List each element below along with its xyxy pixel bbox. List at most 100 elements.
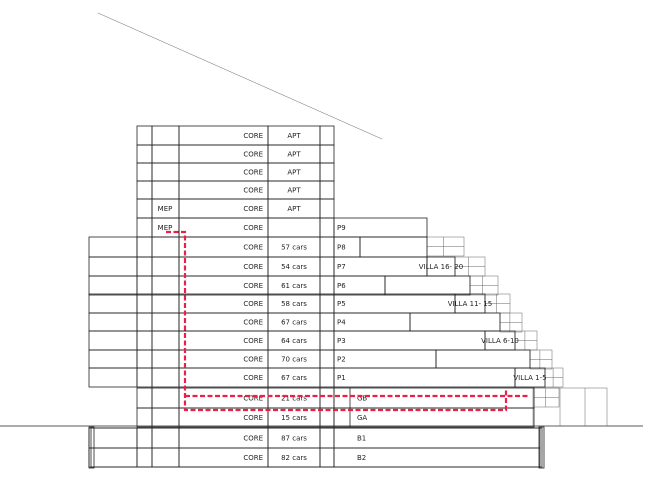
shaft-left <box>136 407 153 428</box>
shaft-left <box>136 427 153 449</box>
core-label: CORE <box>243 319 263 327</box>
shaft-right <box>319 427 335 449</box>
shaft-right <box>319 144 335 164</box>
core-label: CORE <box>243 205 263 213</box>
villa-zone <box>435 349 531 369</box>
floor-3: CORE APT <box>136 162 335 182</box>
parking-zone <box>333 293 456 314</box>
parking-p9 <box>333 217 428 238</box>
floor-4: CORE APT <box>136 180 335 200</box>
mep-label: MEP <box>158 205 173 213</box>
parking-label: P4 <box>337 319 346 327</box>
shaft-left <box>136 256 153 277</box>
villa-zone <box>514 367 546 388</box>
parking-label: P1 <box>337 374 346 382</box>
stair-column <box>151 349 180 369</box>
shaft-left <box>136 447 153 468</box>
stair-column <box>151 293 180 314</box>
shaft-right <box>319 236 335 258</box>
villa-zone <box>359 236 428 258</box>
main-label: 54 cars <box>281 263 307 271</box>
shaft-left <box>136 349 153 369</box>
stair-column <box>151 256 180 277</box>
core-label: CORE <box>243 187 263 195</box>
shaft-left <box>136 180 153 200</box>
floor-11: CORE 67 cars P4 <box>88 312 501 332</box>
shaft-right <box>319 217 335 238</box>
floor-12: CORE 64 cars P3 VILLA 6-10 <box>88 330 519 351</box>
core-label: CORE <box>243 282 263 290</box>
main-label: APT <box>287 132 301 140</box>
core-label: CORE <box>243 374 263 382</box>
parking-label: P7 <box>337 263 346 271</box>
left-bay <box>88 236 138 258</box>
floor-9: CORE 61 cars P6 <box>88 275 471 296</box>
villa-zone <box>409 312 501 332</box>
parking-zone <box>333 256 428 277</box>
parking-label: GB <box>357 395 367 403</box>
shaft-right <box>319 125 335 146</box>
mep-label: MEP <box>158 224 173 232</box>
shaft-right <box>319 198 335 219</box>
shaft-right <box>319 312 335 332</box>
shaft-right <box>319 180 335 200</box>
shaft-left <box>136 125 153 146</box>
left-bay <box>88 330 138 351</box>
left-bay <box>88 293 138 314</box>
villa-block-lower <box>532 387 608 427</box>
villa-label: VILLA 11- 15 <box>448 300 492 308</box>
shaft-left <box>136 144 153 164</box>
main-label: 15 cars <box>281 414 307 422</box>
core-label: CORE <box>243 263 263 271</box>
shaft-left <box>136 236 153 258</box>
core-label: CORE <box>243 337 263 345</box>
villa-zone <box>384 275 471 296</box>
villa-label: VILLA 16- 20 <box>419 263 463 271</box>
main-label: 67 cars <box>281 374 307 382</box>
main-label: APT <box>287 205 301 213</box>
stair-column <box>151 236 180 258</box>
main-label: APT <box>287 169 301 177</box>
stair-column <box>151 447 180 468</box>
parking-zone <box>333 367 516 388</box>
floor-13: CORE 70 cars P2 <box>88 349 531 369</box>
basement-outline <box>90 427 543 468</box>
core-label: CORE <box>243 244 263 252</box>
core-label: CORE <box>243 435 263 443</box>
background-layer <box>0 12 643 427</box>
left-bay <box>88 427 138 449</box>
stair-column <box>151 312 180 332</box>
roof-line <box>97 12 383 140</box>
core-label: CORE <box>243 356 263 364</box>
shaft-left <box>136 293 153 314</box>
stair-column <box>151 275 180 296</box>
stair-column <box>151 367 180 388</box>
shaft-left <box>136 367 153 388</box>
shaft-right <box>319 349 335 369</box>
service-route-line <box>166 230 508 412</box>
main-label: 82 cars <box>281 454 307 462</box>
floor-2: CORE APT <box>136 144 335 164</box>
villa-label: VILLA 1-5 <box>513 374 546 382</box>
floor-1: CORE APT <box>136 125 335 146</box>
main-label: 64 cars <box>281 337 307 345</box>
left-bay <box>88 349 138 369</box>
main-label: APT <box>287 151 301 159</box>
foreground-layer <box>88 230 545 469</box>
stair-column <box>151 330 180 351</box>
left-bay <box>88 275 138 296</box>
main-label: 70 cars <box>281 356 307 364</box>
parking-label: P6 <box>337 282 346 290</box>
stair-column <box>151 407 180 428</box>
core-label: CORE <box>243 414 263 422</box>
shaft-right <box>319 447 335 468</box>
parking-label: P2 <box>337 356 346 364</box>
parking-label: B2 <box>357 454 366 462</box>
parking-zone <box>333 349 437 369</box>
main-label: 57 cars <box>281 244 307 252</box>
shaft-left <box>136 312 153 332</box>
shaft-left <box>136 162 153 182</box>
main-label: 67 cars <box>281 319 307 327</box>
